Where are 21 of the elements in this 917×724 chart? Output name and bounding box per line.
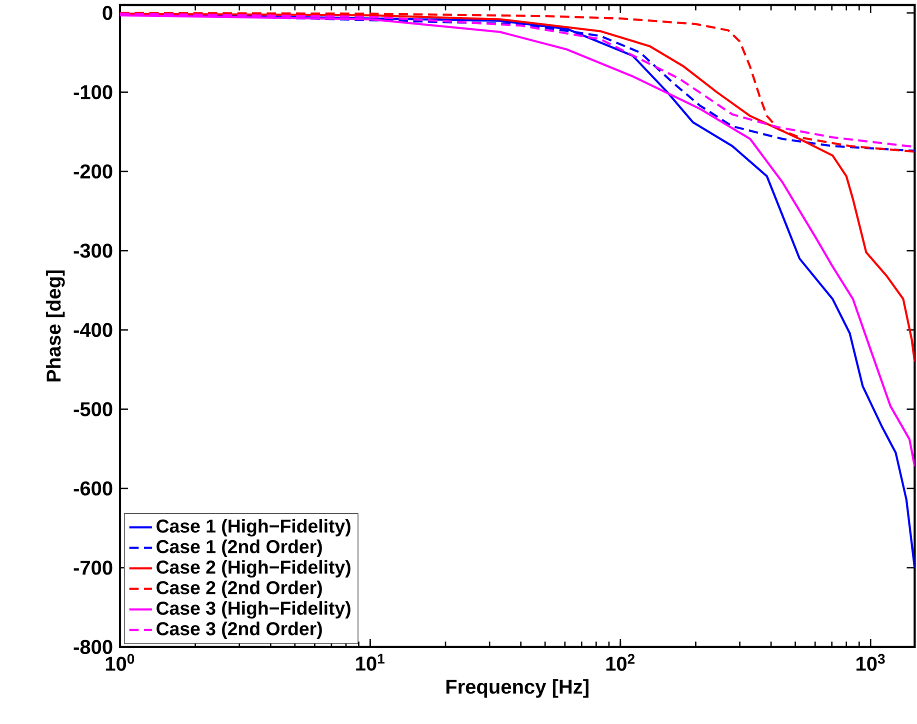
y-tick-label: -400 — [74, 322, 112, 338]
y-tick-label: -500 — [74, 402, 112, 416]
y-tick-label: -700 — [74, 560, 112, 575]
y-tick-label: -100 — [74, 85, 112, 100]
x-tick-label: 10$^{1}$ — [356, 654, 384, 671]
legend-label: Case 2 (2nd Order) — [156, 580, 322, 598]
legend-label: Case 1 (2nd Order) — [156, 540, 322, 557]
y-tick-label: -800 — [74, 640, 112, 654]
legend-label: Case 3 (2nd Order) — [156, 622, 322, 640]
x-tick-label: 10$^{0}$ — [106, 654, 134, 671]
y-axis-title: Phase [deg] — [46, 270, 65, 382]
y-tick-label: -600 — [74, 481, 112, 496]
y-tick-label: -300 — [74, 244, 112, 258]
legend-label: Case 3 (High−Fidelity) — [156, 601, 350, 619]
x-axis-title: Frequency [Hz] — [446, 679, 588, 698]
legend-label: Case 1 (High−Fidelity) — [156, 519, 350, 536]
legend-label: Case 2 (High−Fidelity) — [156, 560, 350, 578]
x-tick-label: 10$^{2}$ — [606, 654, 635, 671]
y-tick-label: -200 — [74, 164, 112, 179]
y-tick-label: 0 — [102, 6, 112, 20]
x-tick-label: 10$^{3}$ — [856, 654, 885, 671]
